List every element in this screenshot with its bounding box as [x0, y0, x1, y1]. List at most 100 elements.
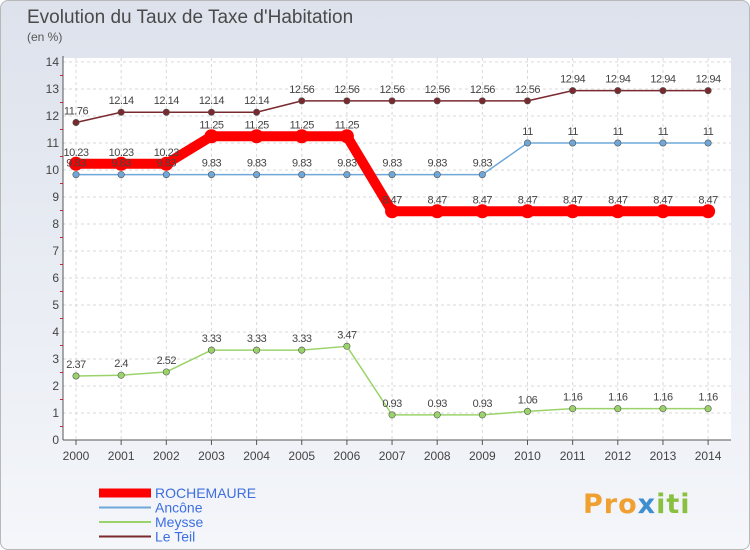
- y-tick-label: 3: [52, 352, 59, 366]
- data-label: 10.23: [154, 147, 179, 159]
- data-label: 8.47: [698, 194, 718, 206]
- data-label: 0.93: [473, 398, 493, 410]
- data-point: [253, 108, 261, 116]
- data-label: 12.56: [515, 84, 540, 96]
- data-point: [343, 342, 351, 350]
- data-point: [207, 108, 215, 116]
- data-label: 11: [658, 126, 669, 138]
- data-point: [162, 171, 170, 179]
- data-point: [72, 118, 80, 126]
- data-point: [565, 204, 580, 219]
- data-point: [159, 156, 174, 171]
- data-label: 12.94: [696, 74, 721, 86]
- x-tick-label: 2001: [108, 449, 135, 463]
- y-tick-label: 7: [52, 244, 59, 258]
- data-label: 12.94: [650, 74, 675, 86]
- data-point: [298, 171, 306, 179]
- x-tick-label: 2002: [153, 449, 180, 463]
- data-label: 12.56: [380, 84, 405, 96]
- data-label: 12.56: [425, 84, 450, 96]
- data-point: [478, 97, 486, 105]
- data-label: 9.83: [337, 158, 357, 170]
- data-point: [249, 129, 264, 144]
- data-point: [343, 97, 351, 105]
- x-tick-label: 2014: [695, 449, 722, 463]
- data-point: [433, 97, 441, 105]
- data-point: [655, 204, 670, 219]
- data-point: [433, 171, 441, 179]
- data-label: 3.33: [247, 333, 267, 345]
- data-point: [117, 108, 125, 116]
- data-label: 11.25: [244, 119, 269, 131]
- data-label: 11.76: [64, 105, 89, 117]
- data-label: 8.47: [653, 194, 673, 206]
- y-tick-label: 6: [52, 271, 59, 285]
- plot-area: [63, 58, 731, 440]
- y-tick-label: 2: [52, 379, 59, 393]
- data-label: 11: [613, 126, 624, 138]
- data-label: 1.16: [653, 392, 673, 404]
- data-point: [72, 372, 80, 380]
- data-label: 2.4: [114, 358, 128, 370]
- data-point: [478, 171, 486, 179]
- x-tick-label: 2010: [514, 449, 541, 463]
- data-label: 8.47: [563, 194, 583, 206]
- y-tick-label: 11: [47, 136, 60, 150]
- chart-title: Evolution du Taux de Taxe d'Habitation: [27, 7, 354, 28]
- data-point: [704, 87, 712, 95]
- data-label: 11: [567, 126, 578, 138]
- data-label: 9.83: [382, 158, 402, 170]
- data-point: [569, 405, 577, 413]
- data-label: 3.33: [292, 333, 312, 345]
- y-tick-label: 9: [52, 190, 59, 204]
- data-label: 11: [522, 126, 533, 138]
- data-point: [298, 346, 306, 354]
- data-point: [162, 108, 170, 116]
- data-point: [614, 139, 622, 147]
- y-tick-label: 13: [46, 82, 60, 96]
- data-point: [117, 171, 125, 179]
- data-label: 12.14: [154, 95, 179, 107]
- x-tick-label: 2000: [63, 449, 90, 463]
- data-point: [520, 204, 535, 219]
- x-tick-label: 2007: [379, 449, 406, 463]
- data-label: 8.47: [427, 194, 447, 206]
- x-tick-label: 2013: [650, 449, 677, 463]
- data-point: [478, 411, 486, 419]
- data-point: [701, 204, 716, 219]
- data-label: 2.37: [66, 359, 86, 371]
- data-point: [523, 139, 531, 147]
- data-label: 12.56: [334, 84, 359, 96]
- y-tick-label: 8: [52, 217, 59, 231]
- data-label: 9.83: [427, 158, 447, 170]
- data-point: [388, 411, 396, 419]
- data-point: [475, 204, 490, 219]
- data-point: [207, 346, 215, 354]
- data-label: 9.83: [292, 158, 312, 170]
- legend-label: ROCHEMAURE: [155, 485, 256, 501]
- data-label: 8.47: [608, 194, 628, 206]
- y-tick-label: 4: [52, 325, 59, 339]
- data-label: 0.93: [382, 398, 402, 410]
- data-label: 0.93: [427, 398, 447, 410]
- data-label: 12.56: [470, 84, 495, 96]
- data-point: [69, 156, 83, 171]
- data-label: 11: [703, 126, 714, 138]
- data-point: [114, 156, 129, 171]
- data-point: [207, 171, 215, 179]
- legend-label: Ancône: [155, 500, 203, 516]
- y-tick-label: 0: [52, 433, 59, 447]
- data-point: [117, 371, 125, 379]
- data-point: [659, 87, 667, 95]
- data-label: 9.83: [247, 158, 267, 170]
- data-point: [523, 407, 531, 415]
- data-point: [294, 129, 309, 144]
- data-label: 9.83: [157, 158, 177, 170]
- legend-label: Meysse: [155, 514, 203, 530]
- data-label: 3.47: [337, 329, 357, 341]
- data-point: [298, 97, 306, 105]
- data-point: [204, 129, 219, 144]
- data-point: [614, 87, 622, 95]
- data-point: [253, 346, 261, 354]
